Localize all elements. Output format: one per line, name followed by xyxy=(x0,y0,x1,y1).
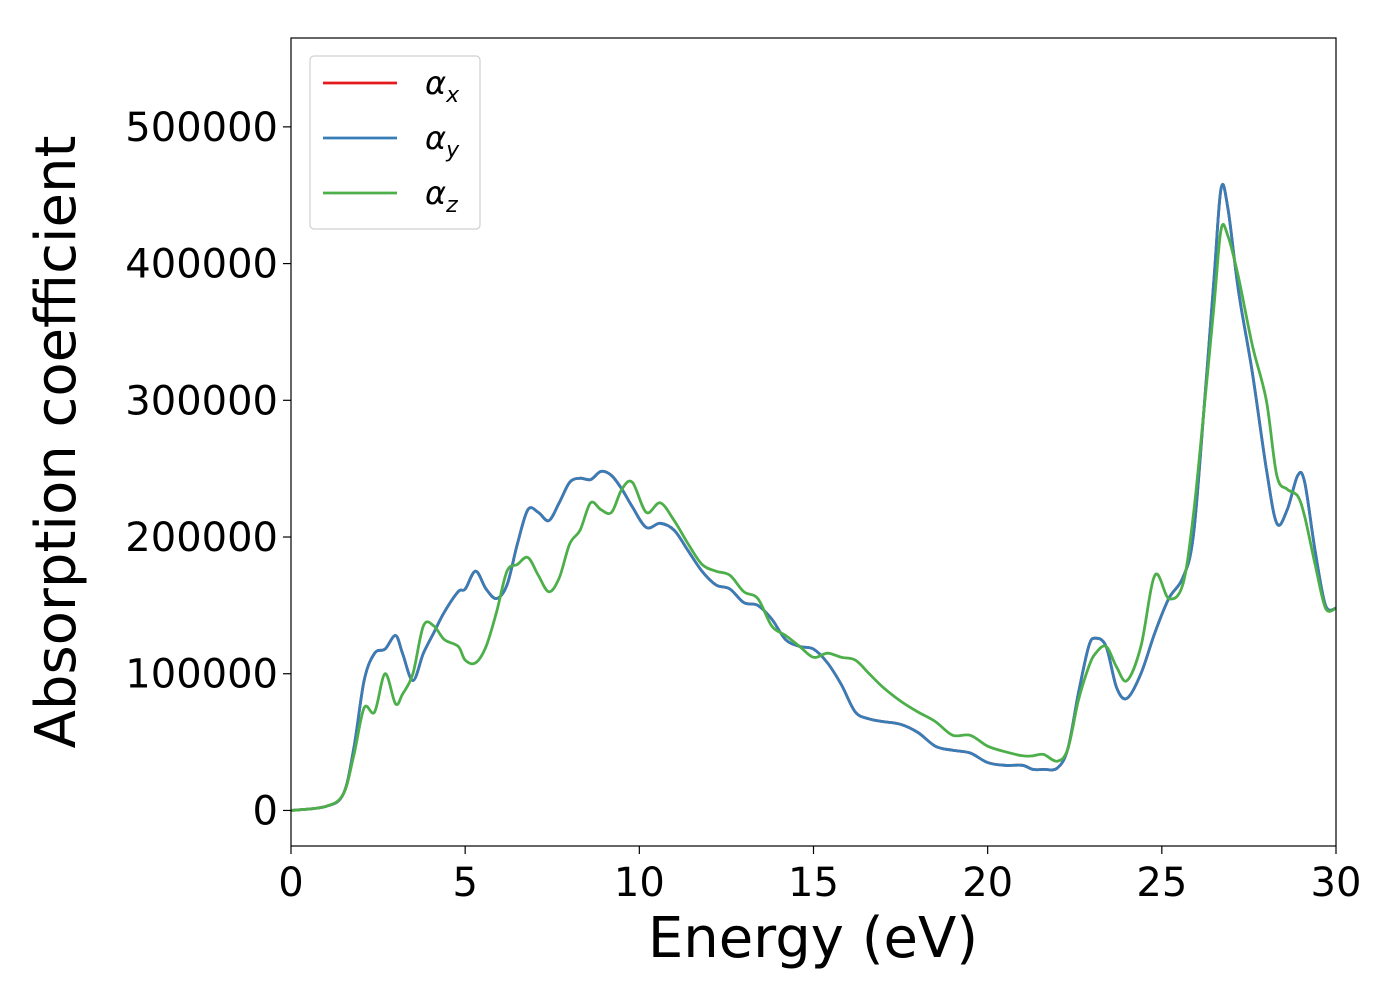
x-tick-label: 0 xyxy=(278,860,303,906)
y-tick-label: 500000 xyxy=(125,105,278,151)
legend-label-z: αz xyxy=(425,174,458,218)
x-tick-label: 20 xyxy=(962,860,1013,906)
legend-box xyxy=(309,55,481,230)
x-tick-label: 25 xyxy=(1136,860,1187,906)
legend: αx αy αz xyxy=(309,55,481,230)
x-tick-label: 10 xyxy=(614,860,665,906)
y-tick-label: 100000 xyxy=(125,652,278,698)
x-tick-label: 5 xyxy=(452,860,477,906)
y-tick-label: 400000 xyxy=(125,242,278,288)
x-axis-ticks: 0 5 10 15 20 25 30 xyxy=(278,846,1361,906)
y-tick-label: 300000 xyxy=(125,378,278,424)
y-axis-label: Absorption coefficient xyxy=(24,136,89,749)
legend-label-y: αy xyxy=(425,119,460,163)
legend-label-x: αx xyxy=(425,64,460,108)
series-lines xyxy=(290,182,1337,812)
y-axis-ticks: 0 100000 200000 300000 400000 500000 xyxy=(125,105,291,834)
x-tick-label: 30 xyxy=(1311,860,1362,906)
series-line-z xyxy=(290,223,1337,812)
y-tick-label: 200000 xyxy=(125,515,278,561)
y-tick-label: 0 xyxy=(253,788,278,834)
x-axis-label: Energy (eV) xyxy=(648,906,978,971)
x-tick-label: 15 xyxy=(788,860,839,906)
